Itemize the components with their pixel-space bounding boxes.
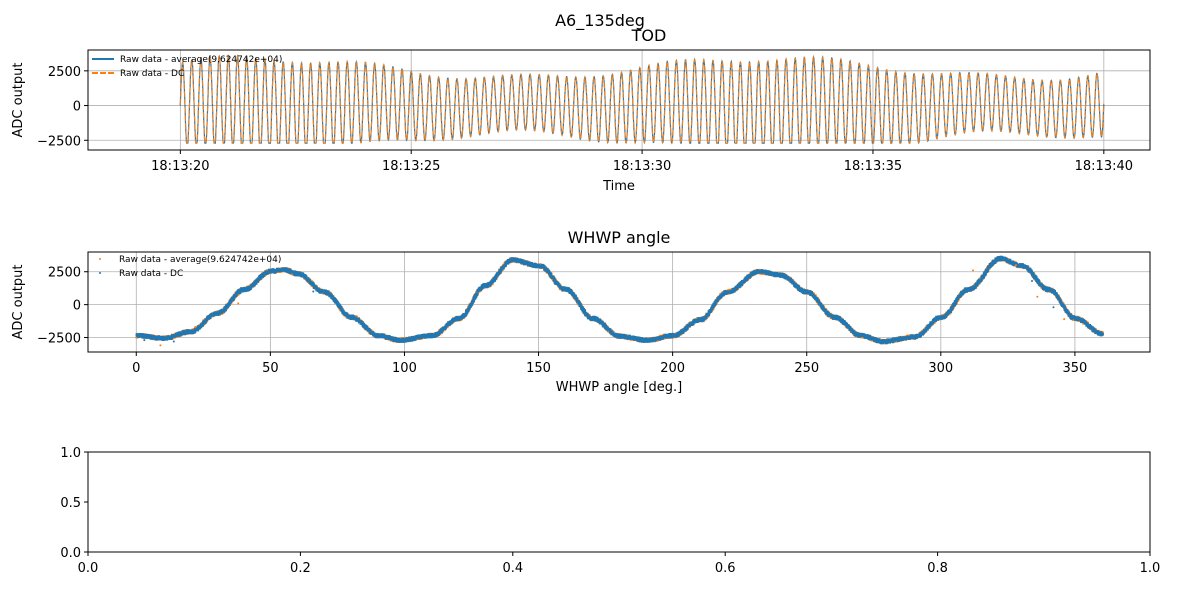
whwp-outlier-point: [972, 269, 974, 272]
whwp-outlier-point: [172, 340, 175, 343]
whwp-outlier-point: [143, 339, 146, 342]
tod-x-tick-label: 18:13:20: [151, 159, 209, 174]
tod-axes-frame: [87, 49, 1151, 151]
whwp-outlier-point: [982, 277, 985, 280]
whwp-outlier-point: [1014, 264, 1017, 267]
empty-x-tick-label: 0.8: [927, 561, 948, 576]
empty-y-tick-label: 0.5: [60, 496, 81, 511]
whwp-outlier-point: [1031, 279, 1033, 282]
whwp-xlabel: WHWP angle [deg.]: [556, 380, 682, 395]
whwp-legend-dc-label: Raw data - DC: [119, 269, 183, 279]
tod-x-tick-label: 18:13:30: [613, 159, 671, 174]
tod-series-dc-line: [179, 54, 1105, 145]
whwp-x-tick-label: 100: [392, 361, 417, 376]
empty-x-tick-label: 0.2: [290, 561, 311, 576]
empty-x-tick-label: 1.0: [1140, 561, 1161, 576]
tod-legend-average-label: Raw data - average(9.624742e+04): [120, 55, 282, 65]
empty-x-tick-label: 0.4: [502, 561, 523, 576]
whwp-outlier-point: [223, 310, 226, 313]
tod-x-tick-label: 18:13:35: [844, 159, 902, 174]
empty-y-tick-label: 1.0: [60, 446, 81, 461]
whwp-legend-average-label: Raw data - average(9.624742e+04): [119, 255, 281, 265]
empty-panel: 0.0 0.2 0.4 0.6 0.8 1.0 0.0 0.5 1.0: [60, 446, 1160, 576]
tod-ylabel: ADC output: [11, 63, 26, 138]
tod-panel: 18:13:20 18:13:25 18:13:30 18:13:35 18:13:40…: [11, 26, 1151, 194]
whwp-outlier-point: [159, 344, 162, 347]
whwp-x-tick-label: 300: [928, 361, 953, 376]
whwp-y-tick-label: −2500: [37, 332, 81, 347]
whwp-outlier-point: [237, 302, 240, 305]
tod-xlabel: Time: [602, 179, 635, 194]
tod-y-tick-label: 0: [73, 100, 81, 115]
empty-y-tick-label: 0.0: [60, 546, 81, 561]
whwp-outlier-point: [1052, 306, 1055, 309]
tod-x-tick-label: 18:13:40: [1075, 159, 1133, 174]
figure-suptitle: A6_135deg: [555, 11, 645, 31]
whwp-outlier-point: [194, 326, 197, 328]
whwp-x-tick-label: 150: [526, 361, 551, 376]
whwp-y-tick-label: 0: [73, 299, 81, 314]
tod-legend-dc-label: Raw data - DC: [120, 69, 184, 79]
empty-axes-frame: [87, 451, 1151, 553]
whwp-panel: 0 50 100 150 200 250 300 350 −2500 0 2500 WHWP angl…: [11, 228, 1151, 395]
whwp-outlier-point: [312, 290, 315, 293]
whwp-outlier-point: [1036, 295, 1039, 298]
whwp-legend-dc-swatch: [99, 272, 101, 274]
empty-x-tick-label: 0.0: [78, 561, 99, 576]
whwp-title: WHWP angle: [568, 228, 671, 247]
whwp-x-tick-label: 0: [132, 361, 140, 376]
whwp-outlier-point: [290, 273, 293, 276]
whwp-axes-frame: [87, 251, 1151, 353]
whwp-outlier-point: [1063, 318, 1066, 321]
tod-x-tick-label: 18:13:25: [382, 159, 440, 174]
tod-y-tick-label: −2500: [37, 134, 81, 149]
whwp-x-tick-label: 350: [1062, 361, 1087, 376]
tod-y-tick-label: 2500: [48, 65, 81, 80]
whwp-series-dc-points: [135, 255, 1104, 345]
whwp-y-tick-label: 2500: [48, 266, 81, 281]
whwp-x-tick-label: 250: [794, 361, 819, 376]
whwp-legend-average-swatch: [99, 258, 101, 260]
tod-title: TOD: [631, 26, 667, 45]
whwp-ylabel: ADC output: [11, 265, 26, 340]
whwp-x-tick-label: 200: [660, 361, 685, 376]
empty-x-tick-label: 0.6: [715, 561, 736, 576]
whwp-outlier-point: [255, 278, 258, 281]
whwp-x-tick-label: 50: [262, 361, 279, 376]
